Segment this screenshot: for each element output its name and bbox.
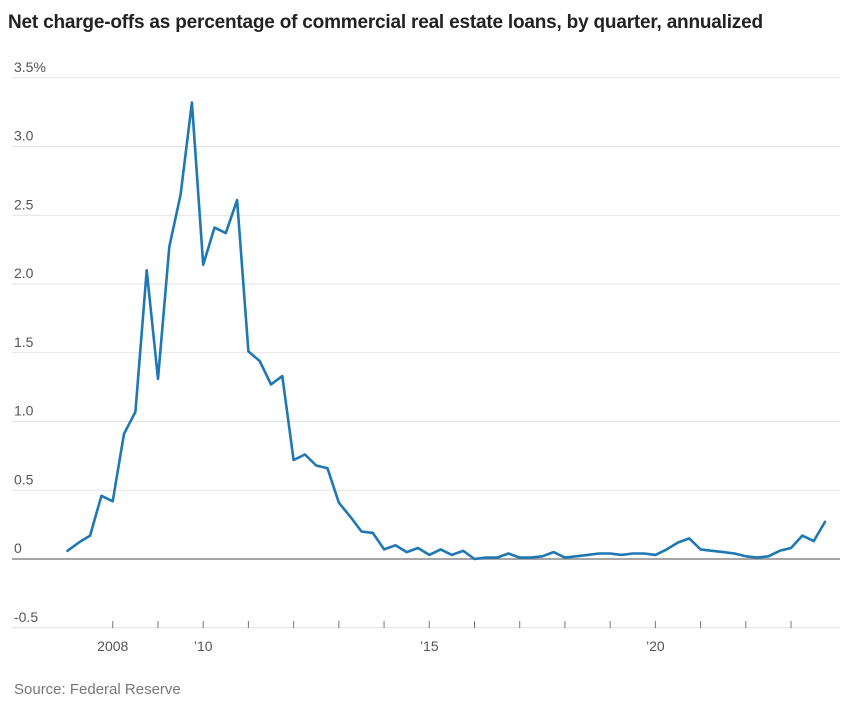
chart-title: Net charge-offs as percentage of commerc…: [8, 12, 763, 33]
y-tick-label: 2.0: [14, 265, 34, 281]
x-tick-label: ’15: [420, 638, 439, 654]
gridlines: [12, 77, 840, 629]
y-tick-label: 2.5: [14, 196, 34, 212]
y-tick-label: 3.0: [14, 128, 34, 144]
x-axis: 2008 ’10 ’15 ’20: [97, 621, 792, 654]
series-group: [66, 101, 827, 561]
y-tick-label: 0.5: [14, 471, 34, 487]
x-tick-label: 2008: [97, 638, 128, 654]
y-tick-label: 1.0: [14, 403, 34, 419]
y-axis-ticks: 3.5% 3.0 2.5 2.0 1.5 1.0 0.5 0 -0.5: [14, 59, 46, 625]
x-tick-label: ’20: [646, 638, 665, 654]
y-tick-label: 1.5: [14, 334, 34, 350]
y-tick-label: -0.5: [14, 609, 38, 625]
x-tick-label: ’10: [194, 638, 213, 654]
y-tick-label: 3.5%: [14, 59, 46, 75]
y-tick-label: 0: [14, 540, 22, 556]
series-line: [66, 101, 827, 561]
source-note: Source: Federal Reserve: [14, 681, 181, 698]
